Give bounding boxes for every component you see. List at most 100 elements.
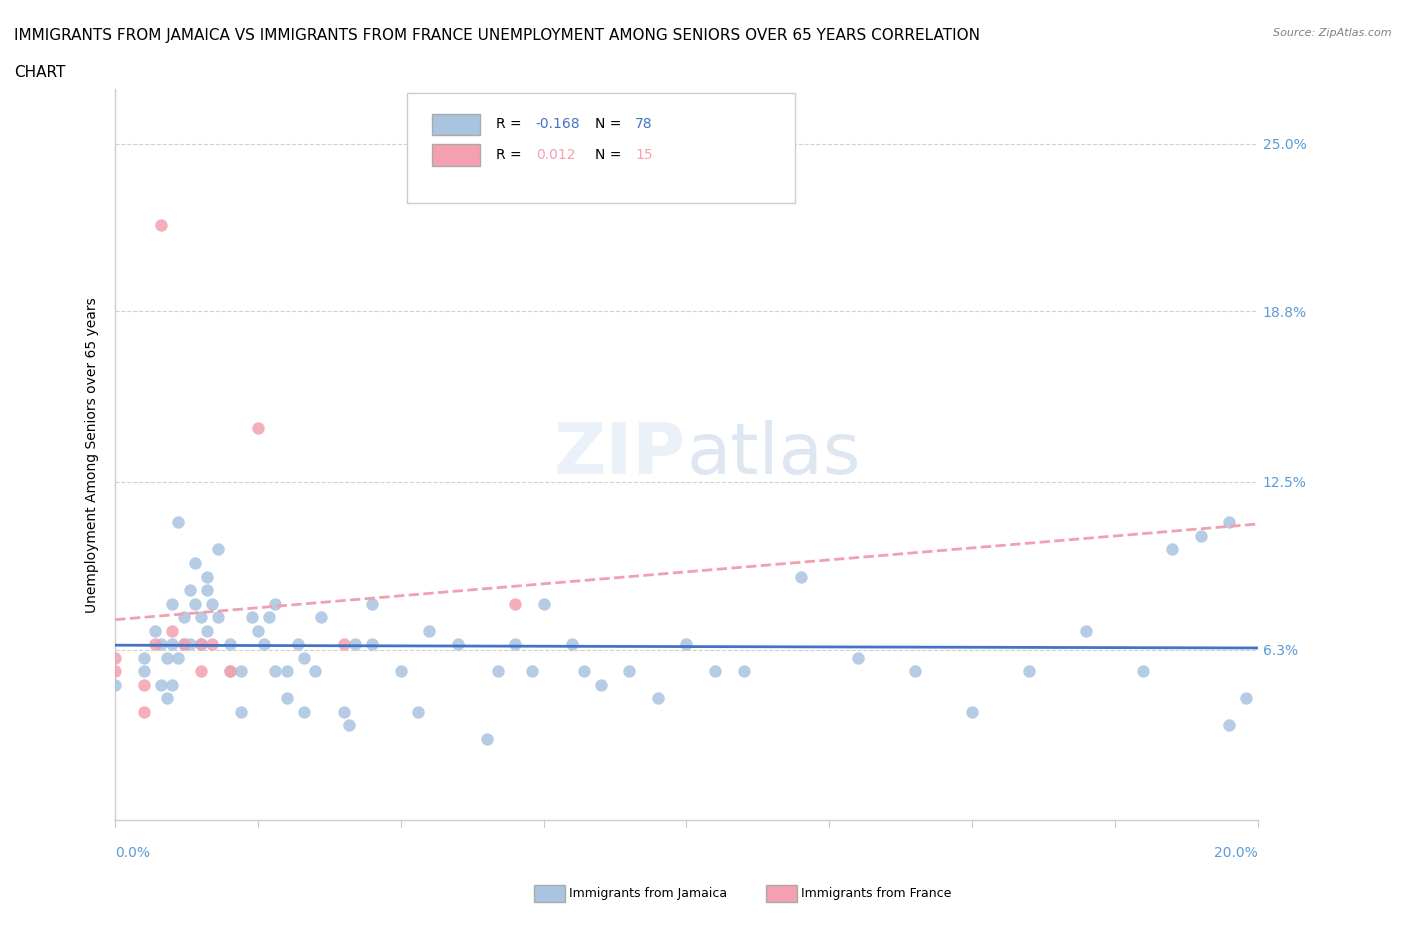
Text: N =: N =: [595, 148, 626, 162]
Point: [184, 596, 207, 611]
Text: R =: R =: [496, 117, 526, 131]
Point: [156, 650, 179, 665]
Point: [1218, 718, 1240, 733]
Point: [207, 542, 229, 557]
Point: [960, 704, 983, 719]
Point: [229, 704, 252, 719]
Point: [589, 677, 612, 692]
Point: [276, 664, 298, 679]
Point: [229, 664, 252, 679]
Point: [259, 610, 281, 625]
Point: [1018, 664, 1040, 679]
Point: [486, 664, 509, 679]
Point: [704, 664, 727, 679]
Text: 0.0%: 0.0%: [115, 845, 150, 859]
Point: [733, 664, 755, 679]
Point: [1076, 623, 1098, 638]
Point: [561, 637, 583, 652]
Text: 15: 15: [636, 148, 652, 162]
Point: [207, 610, 229, 625]
Point: [104, 650, 127, 665]
Point: [132, 664, 155, 679]
Text: N =: N =: [595, 117, 626, 131]
Point: [332, 637, 354, 652]
Text: ZIP: ZIP: [554, 420, 686, 489]
Point: [339, 718, 361, 733]
Point: [240, 610, 263, 625]
Point: [247, 420, 270, 435]
Point: [406, 704, 429, 719]
Point: [149, 218, 172, 232]
Point: [218, 664, 240, 679]
Point: [344, 637, 367, 652]
Point: [361, 637, 384, 652]
Point: [503, 637, 526, 652]
Point: [264, 596, 287, 611]
Point: [132, 650, 155, 665]
Point: [218, 637, 240, 652]
Point: [1234, 691, 1257, 706]
Point: [173, 637, 195, 652]
Point: [179, 583, 201, 598]
Point: [173, 637, 195, 652]
Point: [190, 637, 212, 652]
Point: [195, 623, 218, 638]
Point: [167, 515, 190, 530]
Text: 78: 78: [636, 117, 652, 131]
Point: [173, 610, 195, 625]
Point: [1189, 528, 1212, 543]
Point: [292, 704, 315, 719]
Point: [904, 664, 927, 679]
Point: [361, 596, 384, 611]
FancyBboxPatch shape: [406, 93, 794, 203]
Point: [149, 637, 172, 652]
Point: [195, 569, 218, 584]
Point: [522, 664, 544, 679]
Text: Immigrants from France: Immigrants from France: [801, 887, 952, 900]
Point: [201, 596, 224, 611]
Point: [132, 704, 155, 719]
Point: [418, 623, 440, 638]
Point: [149, 677, 172, 692]
Point: [195, 583, 218, 598]
Text: -0.168: -0.168: [536, 117, 581, 131]
Point: [190, 637, 212, 652]
Point: [132, 677, 155, 692]
Point: [143, 637, 166, 652]
Point: [332, 704, 354, 719]
Point: [162, 677, 184, 692]
Text: 0.012: 0.012: [536, 148, 575, 162]
Point: [162, 637, 184, 652]
Point: [304, 664, 326, 679]
Point: [184, 555, 207, 570]
Point: [389, 664, 412, 679]
Point: [218, 664, 240, 679]
Point: [190, 610, 212, 625]
Text: R =: R =: [496, 148, 526, 162]
Point: [309, 610, 332, 625]
Point: [572, 664, 595, 679]
Text: 20.0%: 20.0%: [1213, 845, 1257, 859]
Point: [292, 650, 315, 665]
Text: atlas: atlas: [686, 420, 860, 489]
Point: [1161, 542, 1184, 557]
Point: [247, 623, 270, 638]
Point: [162, 623, 184, 638]
Point: [619, 664, 641, 679]
Text: Source: ZipAtlas.com: Source: ZipAtlas.com: [1274, 28, 1392, 38]
Text: CHART: CHART: [14, 65, 66, 80]
Point: [162, 596, 184, 611]
Point: [1218, 515, 1240, 530]
Point: [253, 637, 276, 652]
Point: [533, 596, 555, 611]
Point: [789, 569, 811, 584]
Point: [104, 664, 127, 679]
Point: [503, 596, 526, 611]
Point: [264, 664, 287, 679]
Text: Immigrants from Jamaica: Immigrants from Jamaica: [569, 887, 727, 900]
Point: [475, 732, 498, 747]
Y-axis label: Unemployment Among Seniors over 65 years: Unemployment Among Seniors over 65 years: [86, 297, 100, 613]
Text: IMMIGRANTS FROM JAMAICA VS IMMIGRANTS FROM FRANCE UNEMPLOYMENT AMONG SENIORS OVE: IMMIGRANTS FROM JAMAICA VS IMMIGRANTS FR…: [14, 28, 980, 43]
Point: [287, 637, 309, 652]
Point: [647, 691, 669, 706]
